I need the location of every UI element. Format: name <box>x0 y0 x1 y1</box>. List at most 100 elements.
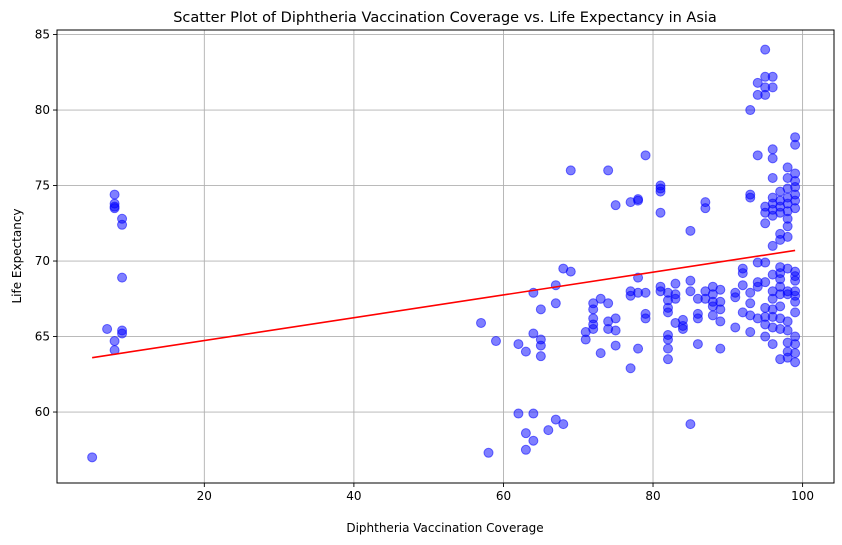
x-tick-label: 100 <box>791 489 814 503</box>
scatter-point <box>610 313 621 324</box>
x-tick-label: 20 <box>197 489 212 503</box>
y-tick-label: 60 <box>35 405 50 419</box>
scatter-point <box>767 339 778 350</box>
scatter-point <box>117 328 128 339</box>
data-points <box>87 44 801 463</box>
scatter-point <box>760 218 771 229</box>
scatter-point <box>700 203 711 214</box>
scatter-point <box>767 240 778 251</box>
scatter-point <box>603 298 614 309</box>
y-tick-label: 65 <box>35 330 50 344</box>
y-tick-label: 70 <box>35 254 50 268</box>
y-tick-label: 85 <box>35 28 50 42</box>
scatter-point <box>760 89 771 100</box>
scatter-point <box>102 323 113 334</box>
scatter-point <box>610 340 621 351</box>
scatter-point <box>640 313 651 324</box>
scatter-point <box>767 82 778 93</box>
scatter-point <box>580 334 591 345</box>
scatter-point <box>513 339 524 350</box>
scatter-point <box>670 278 681 289</box>
scatter-point <box>760 257 771 268</box>
scatter-point <box>745 192 756 203</box>
scatter-point <box>109 203 120 214</box>
scatter-point <box>595 293 606 304</box>
scatter-point <box>117 219 128 230</box>
scatter-point <box>535 304 546 315</box>
scatter-point <box>685 275 696 286</box>
scatter-point <box>715 343 726 354</box>
y-tick-label: 75 <box>35 179 50 193</box>
scatter-point <box>790 139 801 150</box>
scatter-point <box>737 268 748 279</box>
scatter-point <box>715 316 726 327</box>
scatter-point <box>767 144 778 155</box>
scatter-point <box>87 452 98 463</box>
scatter-point <box>565 165 576 176</box>
scatter-point <box>662 307 673 318</box>
scatter-point <box>610 200 621 211</box>
scatter-point <box>603 165 614 176</box>
scatter-point <box>760 331 771 342</box>
trend-line-group <box>92 249 796 359</box>
scatter-point <box>737 280 748 291</box>
scatter-point <box>610 325 621 336</box>
scatter-point <box>640 287 651 298</box>
scatter-point <box>670 293 681 304</box>
scatter-point <box>782 316 793 327</box>
scatter-point <box>117 272 128 283</box>
scatter-point <box>550 280 561 291</box>
scatter-point <box>760 44 771 55</box>
scatter-point <box>565 266 576 277</box>
scatter-point <box>528 328 539 339</box>
scatter-point <box>550 298 561 309</box>
scatter-point <box>550 414 561 425</box>
scatter-point <box>633 194 644 205</box>
scatter-point <box>595 348 606 359</box>
scatter-point <box>790 203 801 214</box>
grid-lines <box>57 30 834 483</box>
scatter-point <box>767 172 778 183</box>
scatter-point <box>640 150 651 161</box>
scatter-point <box>730 322 741 333</box>
scatter-point <box>655 207 666 218</box>
scatter-point <box>745 298 756 309</box>
scatter-point <box>707 310 718 321</box>
scatter-point <box>782 231 793 242</box>
scatter-point <box>782 325 793 336</box>
scatter-point <box>760 277 771 288</box>
scatter-point <box>677 323 688 334</box>
scatter-point <box>730 292 741 303</box>
scatter-point <box>520 346 531 357</box>
scatter-point <box>752 281 763 292</box>
scatter-point <box>767 293 778 304</box>
scatter-point <box>715 304 726 315</box>
scatter-point <box>790 296 801 307</box>
scatter-point <box>685 225 696 236</box>
scatter-point <box>528 435 539 446</box>
scatter-point <box>692 339 703 350</box>
scatter-point <box>535 340 546 351</box>
scatter-point <box>588 323 599 334</box>
y-axis-label: Life Expectancy <box>10 208 24 303</box>
scatter-point <box>655 186 666 197</box>
x-tick-label: 40 <box>346 489 361 503</box>
scatter-point <box>109 336 120 347</box>
scatter-point <box>476 317 487 328</box>
scatter-point <box>520 444 531 455</box>
scatter-point <box>490 336 501 347</box>
scatter-point <box>483 447 494 458</box>
scatter-point <box>767 153 778 164</box>
scatter-point <box>790 307 801 318</box>
scatter-point <box>752 77 763 88</box>
scatter-point <box>745 105 756 116</box>
trend-line <box>92 249 796 359</box>
scatter-point <box>782 162 793 173</box>
scatter-point <box>685 286 696 297</box>
x-axis-label: Diphtheria Vaccination Coverage <box>346 521 543 535</box>
scatter-point <box>692 313 703 324</box>
scatter-point <box>790 348 801 359</box>
scatter-point <box>588 304 599 315</box>
y-tick-label: 80 <box>35 103 50 117</box>
scatter-point <box>662 343 673 354</box>
